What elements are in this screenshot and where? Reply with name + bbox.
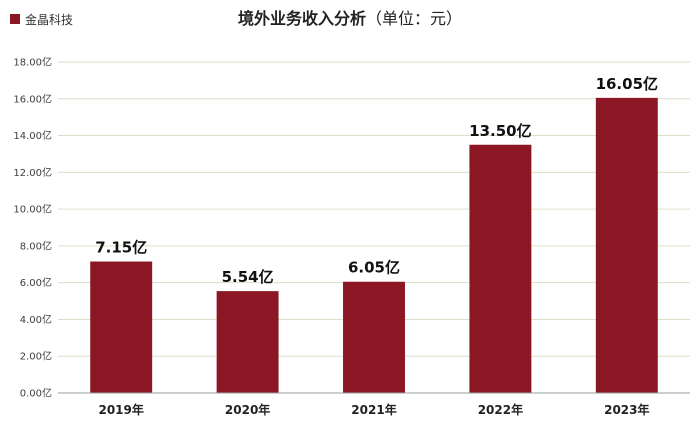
data-labels: 7.15亿 5.54亿 6.05亿 13.50亿 16.05亿 xyxy=(95,75,658,286)
y-tick-label: 0.00亿 xyxy=(20,387,52,400)
bar xyxy=(90,261,153,393)
x-tick-label: 2020年 xyxy=(225,402,270,417)
y-tick-label: 12.00亿 xyxy=(13,166,52,179)
chart-title: 境外业务收入分析（单位：元） xyxy=(238,9,462,28)
data-label: 5.54亿 xyxy=(222,268,274,286)
y-axis-ticks: 0.00亿 2.00亿 4.00亿 6.00亿 8.00亿 10.00亿 12.00亿 14.… xyxy=(13,56,52,400)
chart-title-unit: （单位：元） xyxy=(366,9,462,28)
y-tick-label: 2.00亿 xyxy=(20,350,52,363)
y-tick-label: 8.00亿 xyxy=(20,239,52,252)
data-label: 16.05亿 xyxy=(596,75,658,93)
bars xyxy=(90,97,658,393)
bar xyxy=(216,291,279,393)
x-tick-label: 2022年 xyxy=(478,402,523,417)
y-tick-label: 18.00亿 xyxy=(13,56,52,69)
x-tick-label: 2023年 xyxy=(604,402,649,417)
y-tick-label: 4.00亿 xyxy=(20,313,52,326)
data-label: 7.15亿 xyxy=(95,239,147,257)
x-tick-label: 2019年 xyxy=(98,402,143,417)
legend-swatch xyxy=(10,14,20,24)
bar xyxy=(343,281,405,393)
legend-label: 金晶科技 xyxy=(25,12,73,27)
data-label: 13.50亿 xyxy=(469,122,531,140)
bar xyxy=(595,97,658,393)
x-axis-ticks: 2019年 2020年 2021年 2022年 2023年 xyxy=(98,402,649,417)
grid-lines xyxy=(58,61,690,357)
y-tick-label: 14.00亿 xyxy=(13,129,52,142)
y-tick-label: 10.00亿 xyxy=(13,203,52,216)
x-tick-label: 2021年 xyxy=(351,402,396,417)
data-label: 6.05亿 xyxy=(348,259,400,277)
y-tick-label: 6.00亿 xyxy=(20,276,52,289)
legend: 金晶科技 xyxy=(10,12,73,27)
chart-title-main: 境外业务收入分析 xyxy=(238,9,366,28)
y-tick-label: 16.00亿 xyxy=(13,92,52,105)
bar xyxy=(469,144,532,393)
